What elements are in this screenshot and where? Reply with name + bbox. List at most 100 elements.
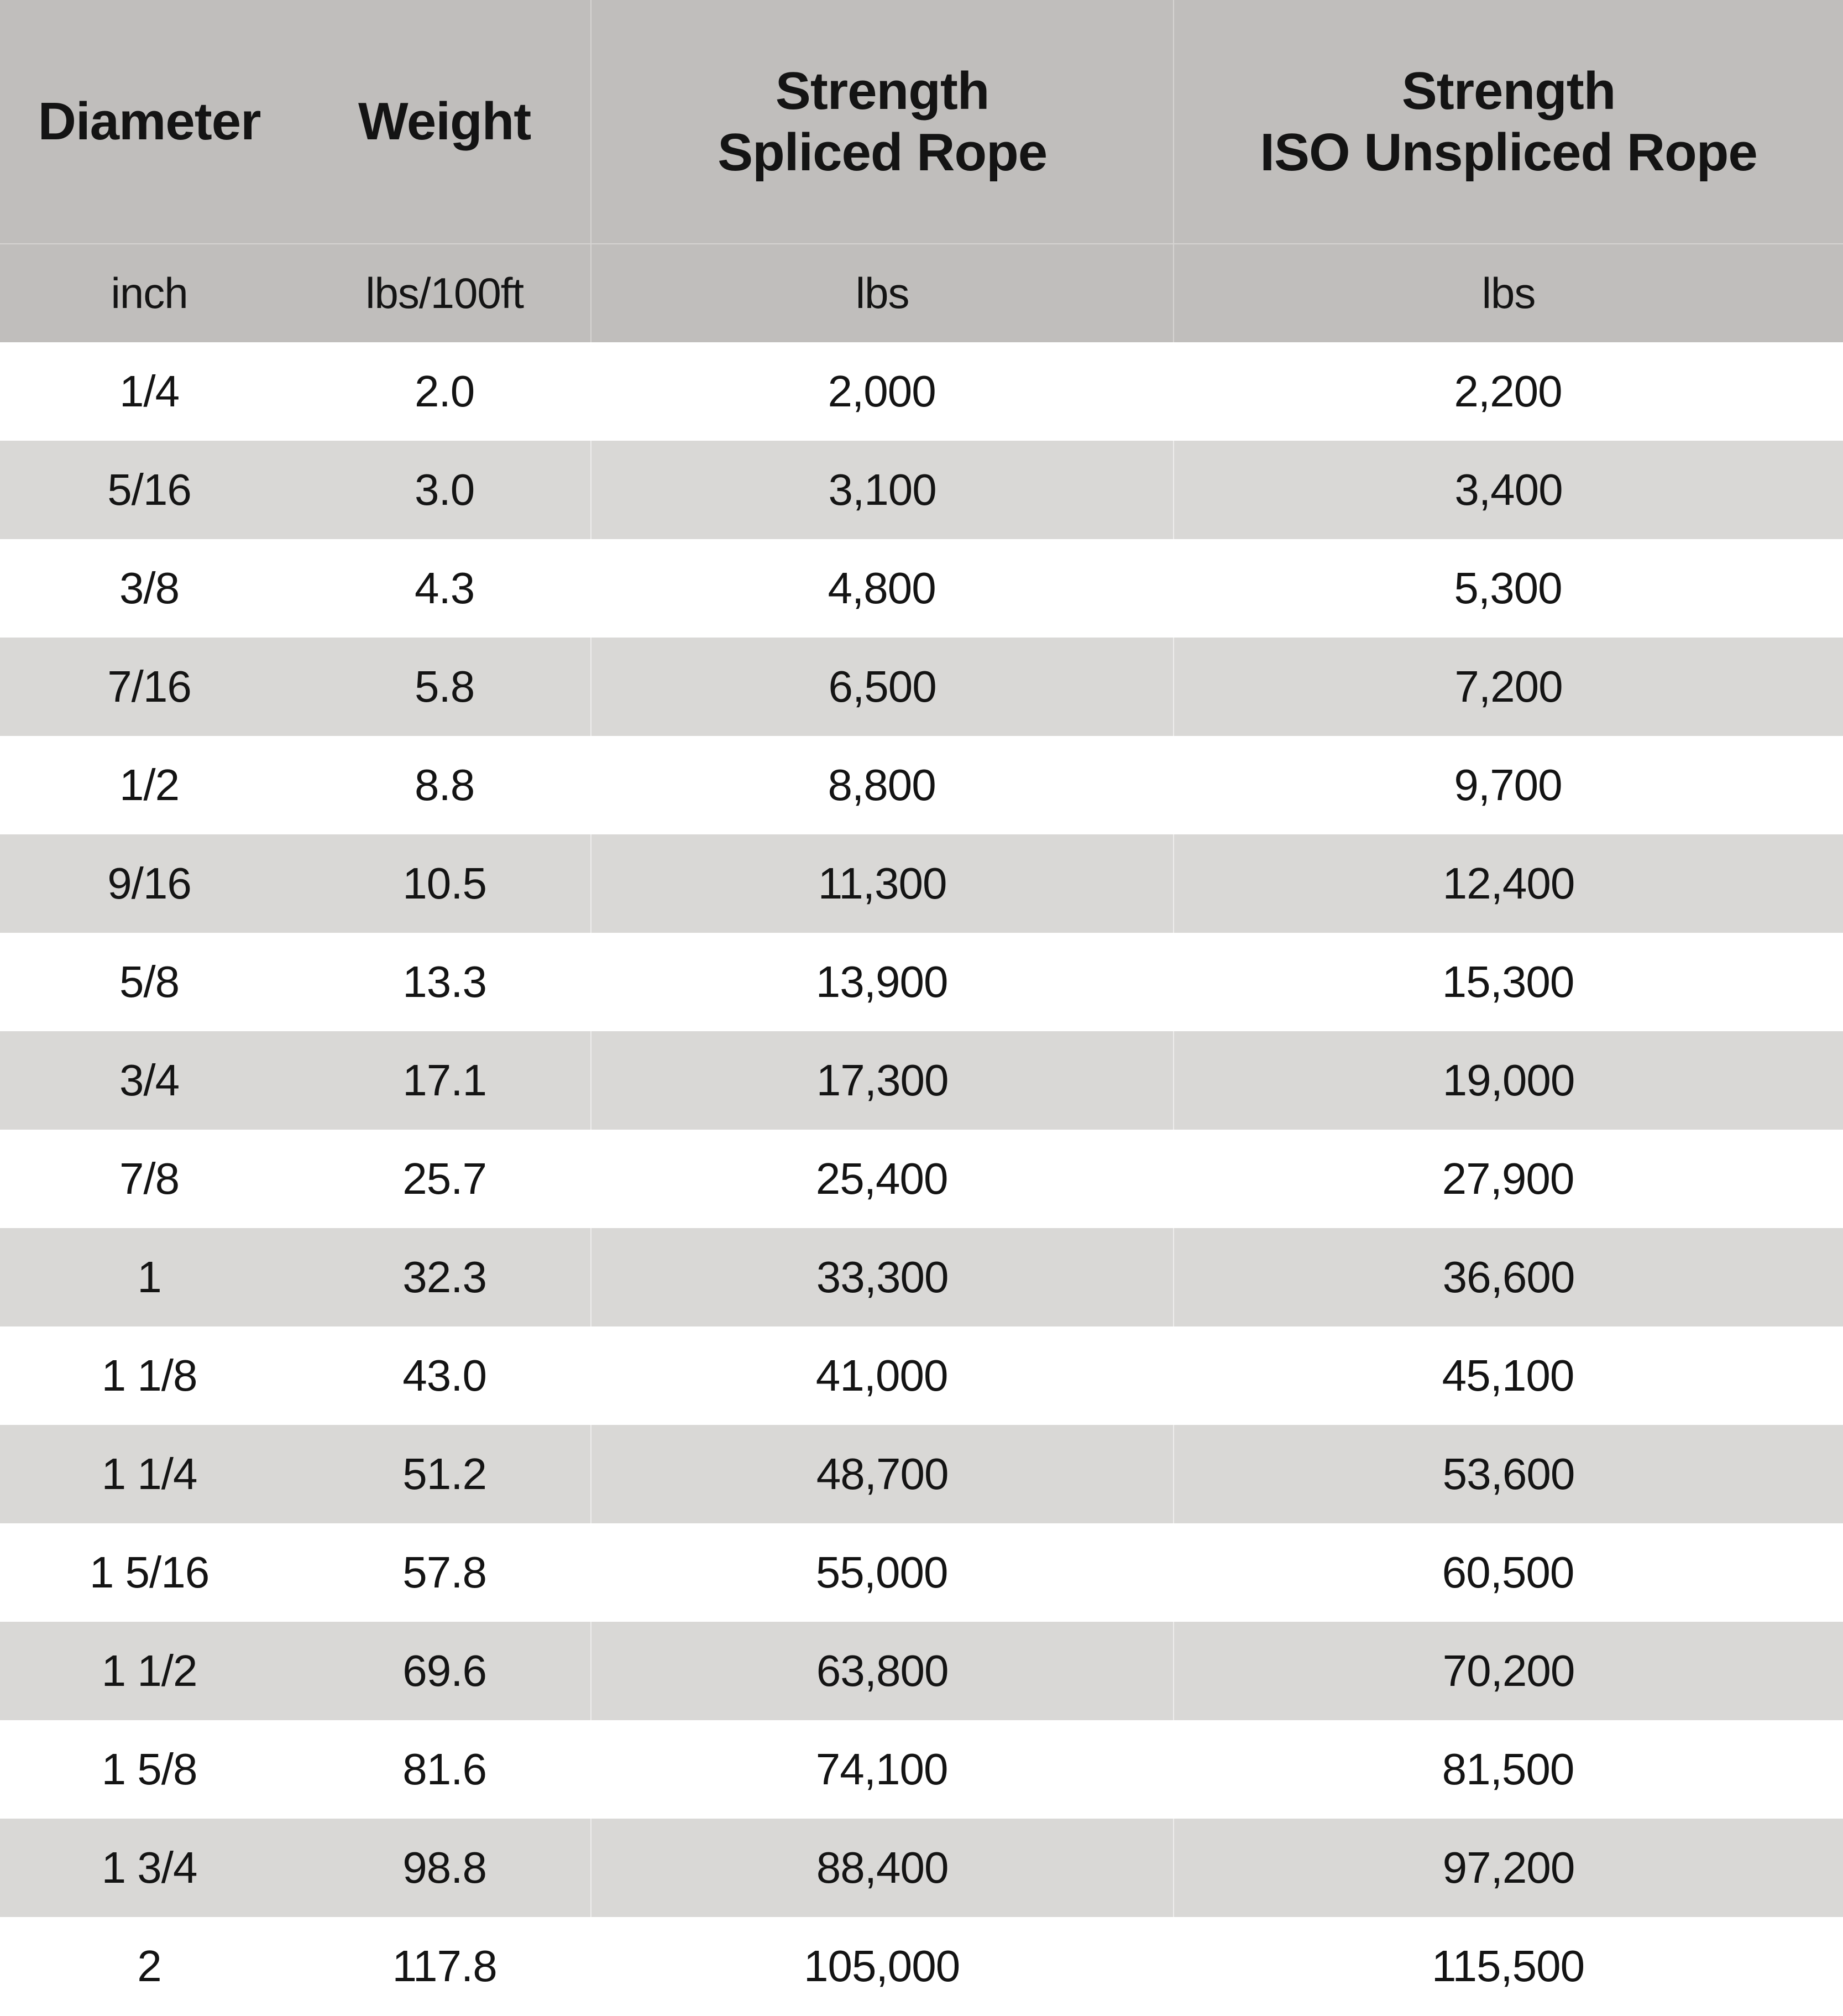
- table-cell: 1: [137, 1252, 162, 1302]
- table-row: 1 1/4 51.2 48,700 53,600: [0, 1425, 1843, 1523]
- table-cell: 11,300: [590, 834, 1173, 933]
- table-row: 5/8 13.3 13,900 15,300: [0, 933, 1843, 1031]
- column-header-label: Diameter: [38, 92, 261, 152]
- table-cell: 2: [137, 1941, 162, 1991]
- table-cell: 36,600: [1173, 1228, 1843, 1326]
- table-cell: 13,900: [815, 957, 949, 1006]
- table-cell: 3.0: [415, 465, 475, 514]
- table-cell: 1 5/8: [101, 1745, 198, 1794]
- table-cell: 48,700: [590, 1425, 1173, 1523]
- table-cell: 5.8: [415, 662, 475, 711]
- table-row: 1 5/8 81.6 74,100 81,500: [0, 1720, 1843, 1819]
- table-cell: 105,000: [804, 1941, 960, 1991]
- table-cell: 12,400: [1173, 834, 1843, 933]
- table-cell: 15,300: [1442, 957, 1575, 1006]
- table-cell: 7/8: [119, 1154, 180, 1203]
- table-cell: 25,400: [815, 1154, 949, 1203]
- table-row: 3/4 17.1 17,300 19,000: [0, 1031, 1843, 1130]
- table-cell: 55,000: [815, 1548, 949, 1597]
- table-cell: 70,200: [1173, 1622, 1843, 1720]
- table-cell: 1 1/4: [101, 1449, 198, 1498]
- table-header-row: Diameter Weight Strength Spliced Rope St…: [0, 0, 1843, 244]
- table-cell: 1 3/4: [101, 1843, 198, 1892]
- table-cell: 17.1: [402, 1056, 487, 1105]
- table-cell: 115,500: [1431, 1941, 1585, 1991]
- table-cell: 1 1/2: [101, 1646, 198, 1695]
- table-cell: 74,100: [815, 1745, 949, 1794]
- table-cell: 33,300: [590, 1228, 1173, 1326]
- table-cell: 1/2: [119, 760, 180, 809]
- table-cell: 43.0: [402, 1351, 487, 1400]
- table-cell: 10.5: [402, 859, 487, 908]
- table-cell: 63,800: [590, 1622, 1173, 1720]
- table-cell: 69.6: [402, 1646, 487, 1695]
- table-cell: 41,000: [815, 1351, 949, 1400]
- unit-label-weight: lbs/100ft: [365, 269, 524, 317]
- table-cell: 45,100: [1442, 1351, 1575, 1400]
- table-row: 9/16 10.5 11,300 12,400: [0, 834, 1843, 933]
- table-cell: 25.7: [402, 1154, 487, 1203]
- table-cell: 3/8: [119, 563, 180, 613]
- table-cell: 4,800: [828, 563, 936, 613]
- table-row: 1 3/4 98.8 88,400 97,200: [0, 1819, 1843, 1917]
- unit-label-diameter: inch: [111, 269, 189, 317]
- unit-label-strength-iso-unspliced: lbs: [1173, 244, 1843, 342]
- table-cell: 13.3: [402, 957, 487, 1006]
- table-cell: 98.8: [402, 1843, 487, 1892]
- table-cell: 1 5/16: [89, 1548, 210, 1597]
- table-cell: 4.3: [415, 563, 475, 613]
- table-cell: 1/4: [119, 367, 180, 416]
- table-cell: 8.8: [415, 760, 475, 809]
- table-cell: 7,200: [1173, 638, 1843, 736]
- table-cell: 5/8: [119, 957, 180, 1006]
- table-cell: 60,500: [1442, 1548, 1575, 1597]
- table-cell: 32.3: [402, 1252, 487, 1302]
- table-cell: 51.2: [402, 1449, 487, 1498]
- column-header-label-line1: Strength: [775, 61, 990, 121]
- table-row: 5/16 3.0 3,100 3,400: [0, 441, 1843, 539]
- table-cell: 2.0: [415, 367, 475, 416]
- table-cell: 5/16: [107, 465, 192, 514]
- table-row: 1 1/2 69.6 63,800 70,200: [0, 1622, 1843, 1720]
- table-cell: 2,000: [828, 367, 936, 416]
- column-header-label-line1: Strength: [1401, 61, 1616, 121]
- column-header-label-line2: Spliced Rope: [718, 123, 1048, 182]
- table-row: 1/2 8.8 8,800 9,700: [0, 736, 1843, 834]
- table-cell: 88,400: [590, 1819, 1173, 1917]
- table-row: 1 1/8 43.0 41,000 45,100: [0, 1326, 1843, 1425]
- column-header-strength-spliced: Strength Spliced Rope: [590, 0, 1173, 243]
- table-row: 2 117.8 105,000 115,500: [0, 1917, 1843, 2015]
- table-cell: 3,100: [590, 441, 1173, 539]
- table-cell: 97,200: [1173, 1819, 1843, 1917]
- table-cell: 19,000: [1173, 1031, 1843, 1130]
- table-cell: 27,900: [1442, 1154, 1575, 1203]
- table-cell: 8,800: [828, 760, 936, 809]
- table-cell: 5,300: [1454, 563, 1562, 613]
- table-row: 1/4 2.0 2,000 2,200: [0, 342, 1843, 441]
- table-row: 7/8 25.7 25,400 27,900: [0, 1130, 1843, 1228]
- table-cell: 81.6: [402, 1745, 487, 1794]
- table-cell: 2,200: [1454, 367, 1562, 416]
- table-cell: 57.8: [402, 1548, 487, 1597]
- table-cell: 81,500: [1442, 1745, 1575, 1794]
- table-cell: 17,300: [590, 1031, 1173, 1130]
- table-cell: 53,600: [1173, 1425, 1843, 1523]
- unit-label-strength-spliced: lbs: [590, 244, 1173, 342]
- column-header-strength-iso-unspliced: Strength ISO Unspliced Rope: [1173, 0, 1843, 243]
- table-row: 3/8 4.3 4,800 5,300: [0, 539, 1843, 638]
- table-cell: 117.8: [392, 1941, 498, 1991]
- table-row: 1 32.3 33,300 36,600: [0, 1228, 1843, 1326]
- column-header-weight: Weight: [299, 0, 590, 243]
- table-cell: 3,400: [1173, 441, 1843, 539]
- table-cell: 3/4: [119, 1056, 180, 1105]
- table-cell: 9/16: [107, 859, 192, 908]
- table-cell: 1 1/8: [101, 1351, 198, 1400]
- table-cell: 9,700: [1454, 760, 1562, 809]
- table-cell: 6,500: [590, 638, 1173, 736]
- table-body: 1/4 2.0 2,000 2,200 5/16 3.0 3,100 3,400 3/8 4.3 4…: [0, 342, 1843, 2015]
- column-header-label-line2: ISO Unspliced Rope: [1260, 123, 1757, 182]
- table-row: 7/16 5.8 6,500 7,200: [0, 638, 1843, 736]
- table-row: 1 5/16 57.8 55,000 60,500: [0, 1523, 1843, 1622]
- table-units-row: inch lbs/100ft lbs lbs: [0, 244, 1843, 342]
